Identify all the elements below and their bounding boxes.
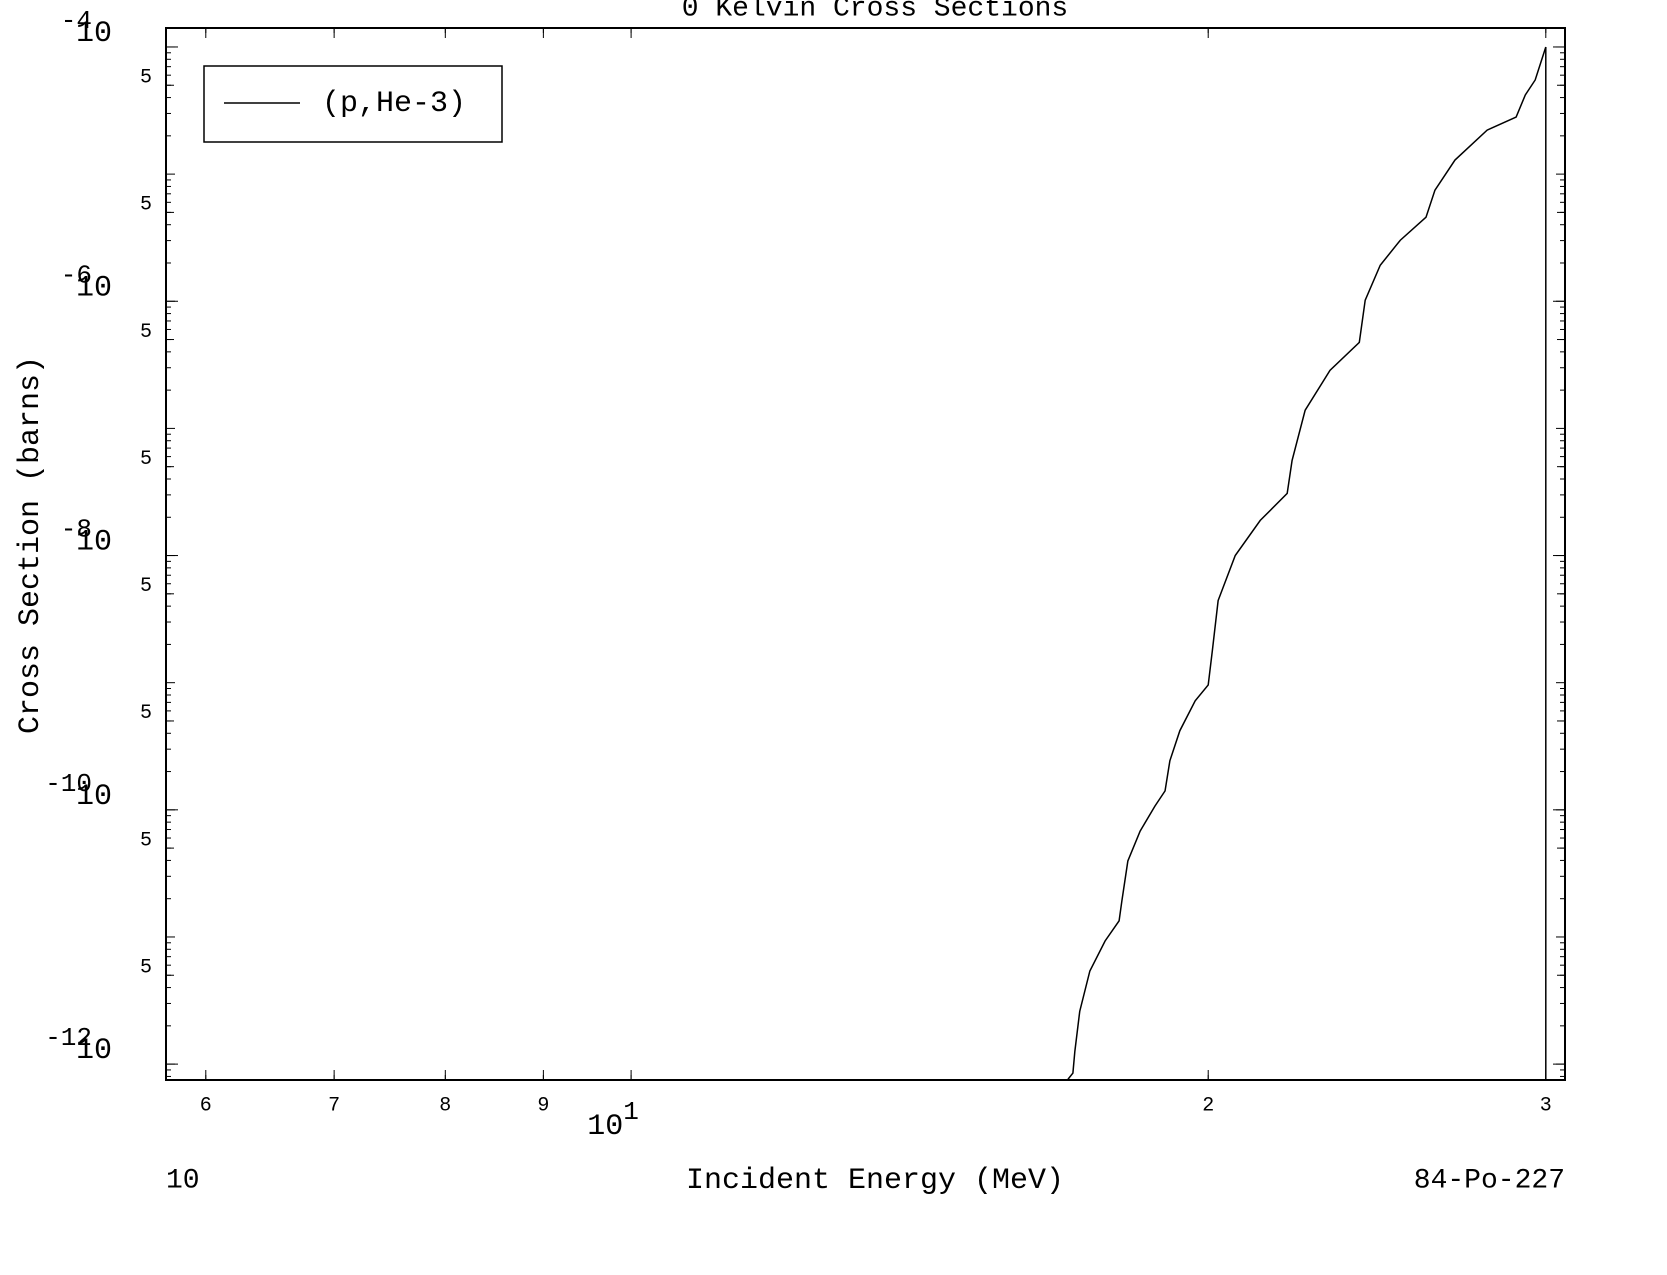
x-tick-label: 7	[328, 1094, 340, 1117]
y-axis-label: Cross Section (barns)	[14, 356, 48, 734]
legend-box	[203, 65, 503, 143]
y-tick-label: 10-4	[61, 6, 112, 51]
y-tick-label: 10-6	[61, 260, 112, 305]
y-tick-exponent: -6	[61, 260, 92, 290]
y-tick-label: 5	[140, 575, 152, 598]
y-tick-label: 5	[140, 957, 152, 980]
x-tick-label: 6	[200, 1094, 212, 1117]
y-tick-base: 10	[76, 525, 112, 559]
chart-title: 0 Kelvin Cross Sections	[682, 0, 1068, 24]
y-tick-base: 10	[76, 1034, 112, 1068]
data-line	[1067, 46, 1547, 1080]
y-tick-label: 5	[140, 448, 152, 471]
x-tick-label: 3	[1540, 1094, 1552, 1117]
x-tick-label: 8	[439, 1094, 451, 1117]
y-tick-label: 5	[140, 702, 152, 725]
y-tick-label: 10-8	[61, 514, 112, 559]
y-tick-exponent: -8	[61, 514, 92, 544]
y-tick-base: 10	[76, 17, 112, 51]
annotation: 84-Po-227	[1414, 1165, 1565, 1196]
y-tick-label: 5	[140, 194, 152, 217]
x-tick-label: 101	[587, 1097, 639, 1144]
y-tick-label: 5	[140, 67, 152, 90]
y-tick-exponent: -4	[61, 6, 92, 36]
y-tick-base: 10	[76, 271, 112, 305]
y-tick-label: 10-12	[45, 1023, 112, 1068]
y-tick-base: 10	[76, 780, 112, 814]
y-tick-exponent: -10	[45, 769, 92, 799]
x-axis-label: Incident Energy (MeV)	[686, 1164, 1064, 1198]
legend-label: (p,He-3)	[322, 87, 466, 121]
annotation: 10	[166, 1165, 200, 1196]
y-tick-label: 10-10	[45, 769, 112, 814]
x-tick-base: 10	[587, 1110, 623, 1144]
x-tick-label: 9	[537, 1094, 549, 1117]
y-tick-label: 5	[140, 829, 152, 852]
plot-frame	[165, 27, 1566, 1081]
x-tick-label: 2	[1202, 1094, 1214, 1117]
y-tick-exponent: -12	[45, 1023, 92, 1053]
y-tick-label: 5	[140, 321, 152, 344]
x-tick-exponent: 1	[623, 1097, 639, 1127]
